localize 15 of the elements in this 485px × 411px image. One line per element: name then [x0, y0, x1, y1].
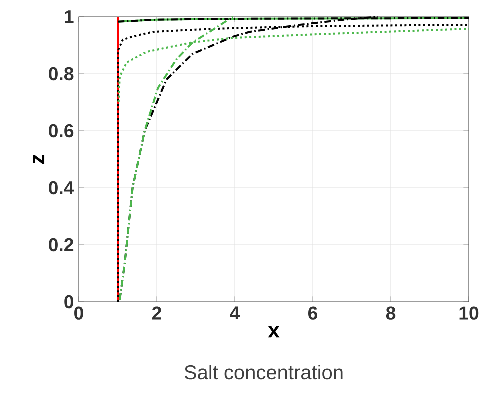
text: Salt concentration [184, 364, 343, 380]
x-tick-label: 2 [152, 306, 162, 320]
x-tick-label: 4 [230, 306, 240, 320]
x-axis-title: x [268, 326, 280, 338]
x-tick-label: 6 [308, 306, 318, 320]
y-tick-label: 0.6 [49, 124, 74, 138]
x-tick-label: 8 [386, 306, 396, 320]
y-tick-label: 1 [65, 10, 74, 24]
y-tick-label: 0 [64, 295, 74, 309]
x-tick-label: 0 [74, 306, 84, 320]
y-axis-title: z [33, 154, 45, 164]
y-tick-label: 0.4 [49, 181, 74, 195]
y-tick-label: 0.8 [49, 67, 74, 81]
y-tick-label: 0.2 [49, 238, 74, 252]
x-tick-label: 10 [460, 306, 479, 320]
